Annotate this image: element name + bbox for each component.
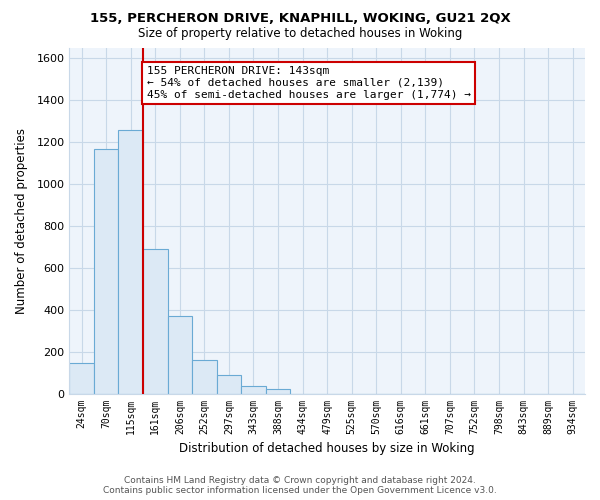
Bar [167,316,192,394]
Bar [241,386,266,394]
Bar [118,130,143,394]
Bar [143,250,167,394]
Y-axis label: Number of detached properties: Number of detached properties [15,128,28,314]
Bar [192,360,217,394]
Bar [266,389,290,394]
Bar [94,149,118,394]
Text: Size of property relative to detached houses in Woking: Size of property relative to detached ho… [138,28,462,40]
Bar [217,374,241,394]
Text: 155, PERCHERON DRIVE, KNAPHILL, WOKING, GU21 2QX: 155, PERCHERON DRIVE, KNAPHILL, WOKING, … [89,12,511,26]
Bar [70,362,94,394]
Text: Contains HM Land Registry data © Crown copyright and database right 2024.: Contains HM Land Registry data © Crown c… [124,476,476,485]
X-axis label: Distribution of detached houses by size in Woking: Distribution of detached houses by size … [179,442,475,455]
Text: 155 PERCHERON DRIVE: 143sqm
← 54% of detached houses are smaller (2,139)
45% of : 155 PERCHERON DRIVE: 143sqm ← 54% of det… [146,66,470,100]
Text: Contains public sector information licensed under the Open Government Licence v3: Contains public sector information licen… [103,486,497,495]
